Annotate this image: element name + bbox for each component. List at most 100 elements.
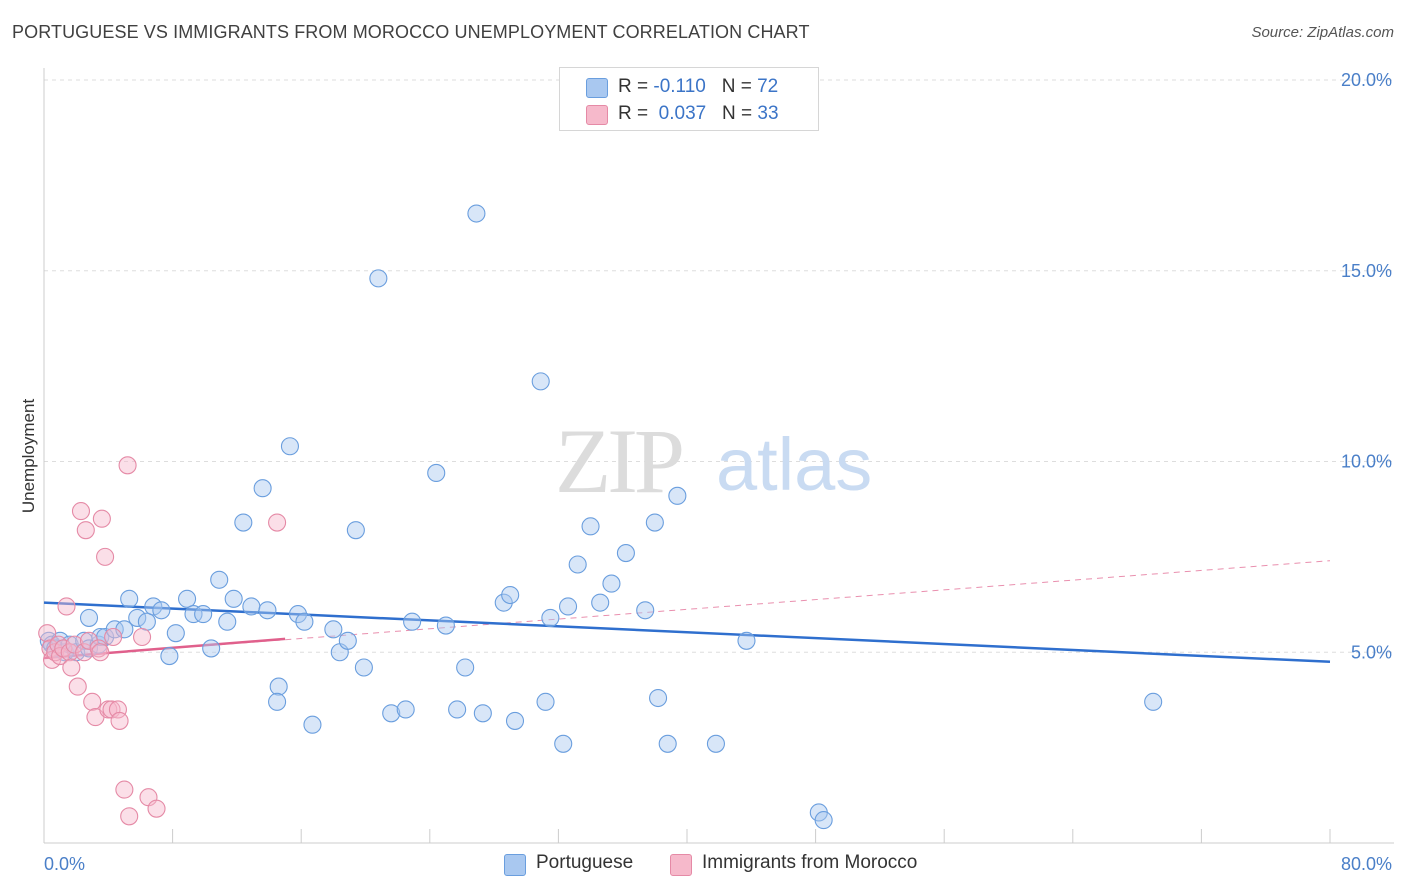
data-point [83, 692, 102, 711]
data-point [234, 513, 253, 532]
data-point [62, 658, 81, 677]
data-point [147, 799, 166, 818]
data-point [218, 612, 237, 631]
data-point [505, 711, 525, 730]
data-points [38, 204, 1163, 830]
data-point [295, 612, 314, 631]
data-point [467, 204, 486, 223]
chart-title: PORTUGUESE VS IMMIGRANTS FROM MOROCCO UN… [12, 22, 810, 42]
watermark: ZIP atlas [555, 410, 872, 512]
data-point [706, 734, 725, 753]
data-point [280, 437, 299, 456]
data-point [324, 620, 343, 639]
data-point [396, 700, 415, 719]
data-point [194, 605, 213, 624]
data-point [76, 521, 95, 540]
legend-n-label: N = [722, 103, 758, 124]
legend-r-label: R = [618, 103, 654, 124]
data-point [658, 734, 677, 753]
data-point [91, 643, 110, 662]
legend-r-value: 0.037 [653, 103, 707, 124]
legend-swatch-portuguese [586, 78, 608, 98]
data-point [137, 612, 156, 631]
legend-n-value: 72 [757, 76, 779, 97]
y-axis-label: Unemployment [19, 399, 38, 514]
data-point [210, 570, 229, 589]
data-point [133, 627, 152, 647]
data-point [75, 643, 94, 662]
y-tick-label: 15.0% [1341, 261, 1392, 281]
data-point [668, 486, 687, 505]
data-point [303, 715, 322, 734]
data-point [448, 700, 467, 719]
data-point [602, 574, 621, 593]
data-point [354, 658, 373, 677]
data-point [536, 692, 555, 711]
data-point [288, 605, 308, 624]
data-point [568, 555, 587, 574]
data-point [456, 658, 475, 677]
series-label-morocco: Immigrants from Morocco [702, 852, 918, 873]
data-point [128, 608, 147, 627]
data-point [269, 677, 288, 696]
data-point [79, 631, 99, 650]
data-point [160, 647, 179, 666]
series-swatch-morocco [670, 854, 692, 876]
data-point [616, 544, 635, 563]
data-point [268, 692, 287, 711]
data-point [120, 807, 139, 826]
data-point [96, 547, 115, 566]
data-point [202, 639, 221, 658]
data-point [57, 597, 76, 616]
data-point [636, 601, 655, 620]
series-label-portuguese: Portuguese [536, 852, 634, 873]
data-point [645, 513, 664, 532]
data-point [178, 589, 197, 608]
axes [43, 68, 1394, 844]
data-point [814, 811, 833, 830]
data-point [120, 589, 139, 608]
data-point [554, 734, 573, 753]
data-point [1144, 692, 1163, 711]
trend-line [43, 601, 1331, 664]
data-point [473, 704, 492, 723]
data-point [38, 624, 57, 643]
data-point [581, 517, 600, 536]
data-point [92, 509, 111, 528]
data-point [89, 635, 108, 654]
series-swatch-portuguese [504, 854, 526, 876]
data-point [79, 608, 99, 627]
data-point [68, 677, 87, 696]
data-point [591, 593, 610, 612]
data-point [152, 601, 171, 620]
gridlines [44, 79, 1394, 653]
trend-lines [43, 560, 1331, 664]
data-point [541, 608, 560, 627]
data-point [382, 704, 401, 723]
data-point [184, 605, 203, 624]
data-point [71, 502, 91, 521]
data-point [531, 372, 550, 391]
data-point [224, 589, 243, 608]
data-point [338, 631, 357, 650]
legend-r-label: R = [618, 76, 654, 97]
data-point [104, 627, 123, 647]
data-point [118, 456, 137, 475]
watermark-atlas: atlas [716, 423, 872, 506]
data-point [253, 479, 272, 498]
y-tick-label: 20.0% [1341, 70, 1392, 90]
y-tick-label: 10.0% [1341, 452, 1392, 472]
legend-r-value: -0.110 [653, 76, 706, 97]
data-point [649, 688, 668, 708]
data-point [427, 463, 446, 482]
y-tick-label: 5.0% [1351, 642, 1392, 662]
data-point [258, 601, 277, 620]
legend-n-value: 33 [757, 103, 779, 124]
data-point [110, 711, 129, 730]
x-tick-label: 80.0% [1341, 854, 1392, 874]
data-point [436, 616, 455, 635]
x-tick-label: 0.0% [44, 854, 85, 874]
data-point [105, 620, 124, 639]
data-point [403, 612, 422, 631]
data-point [558, 597, 578, 616]
